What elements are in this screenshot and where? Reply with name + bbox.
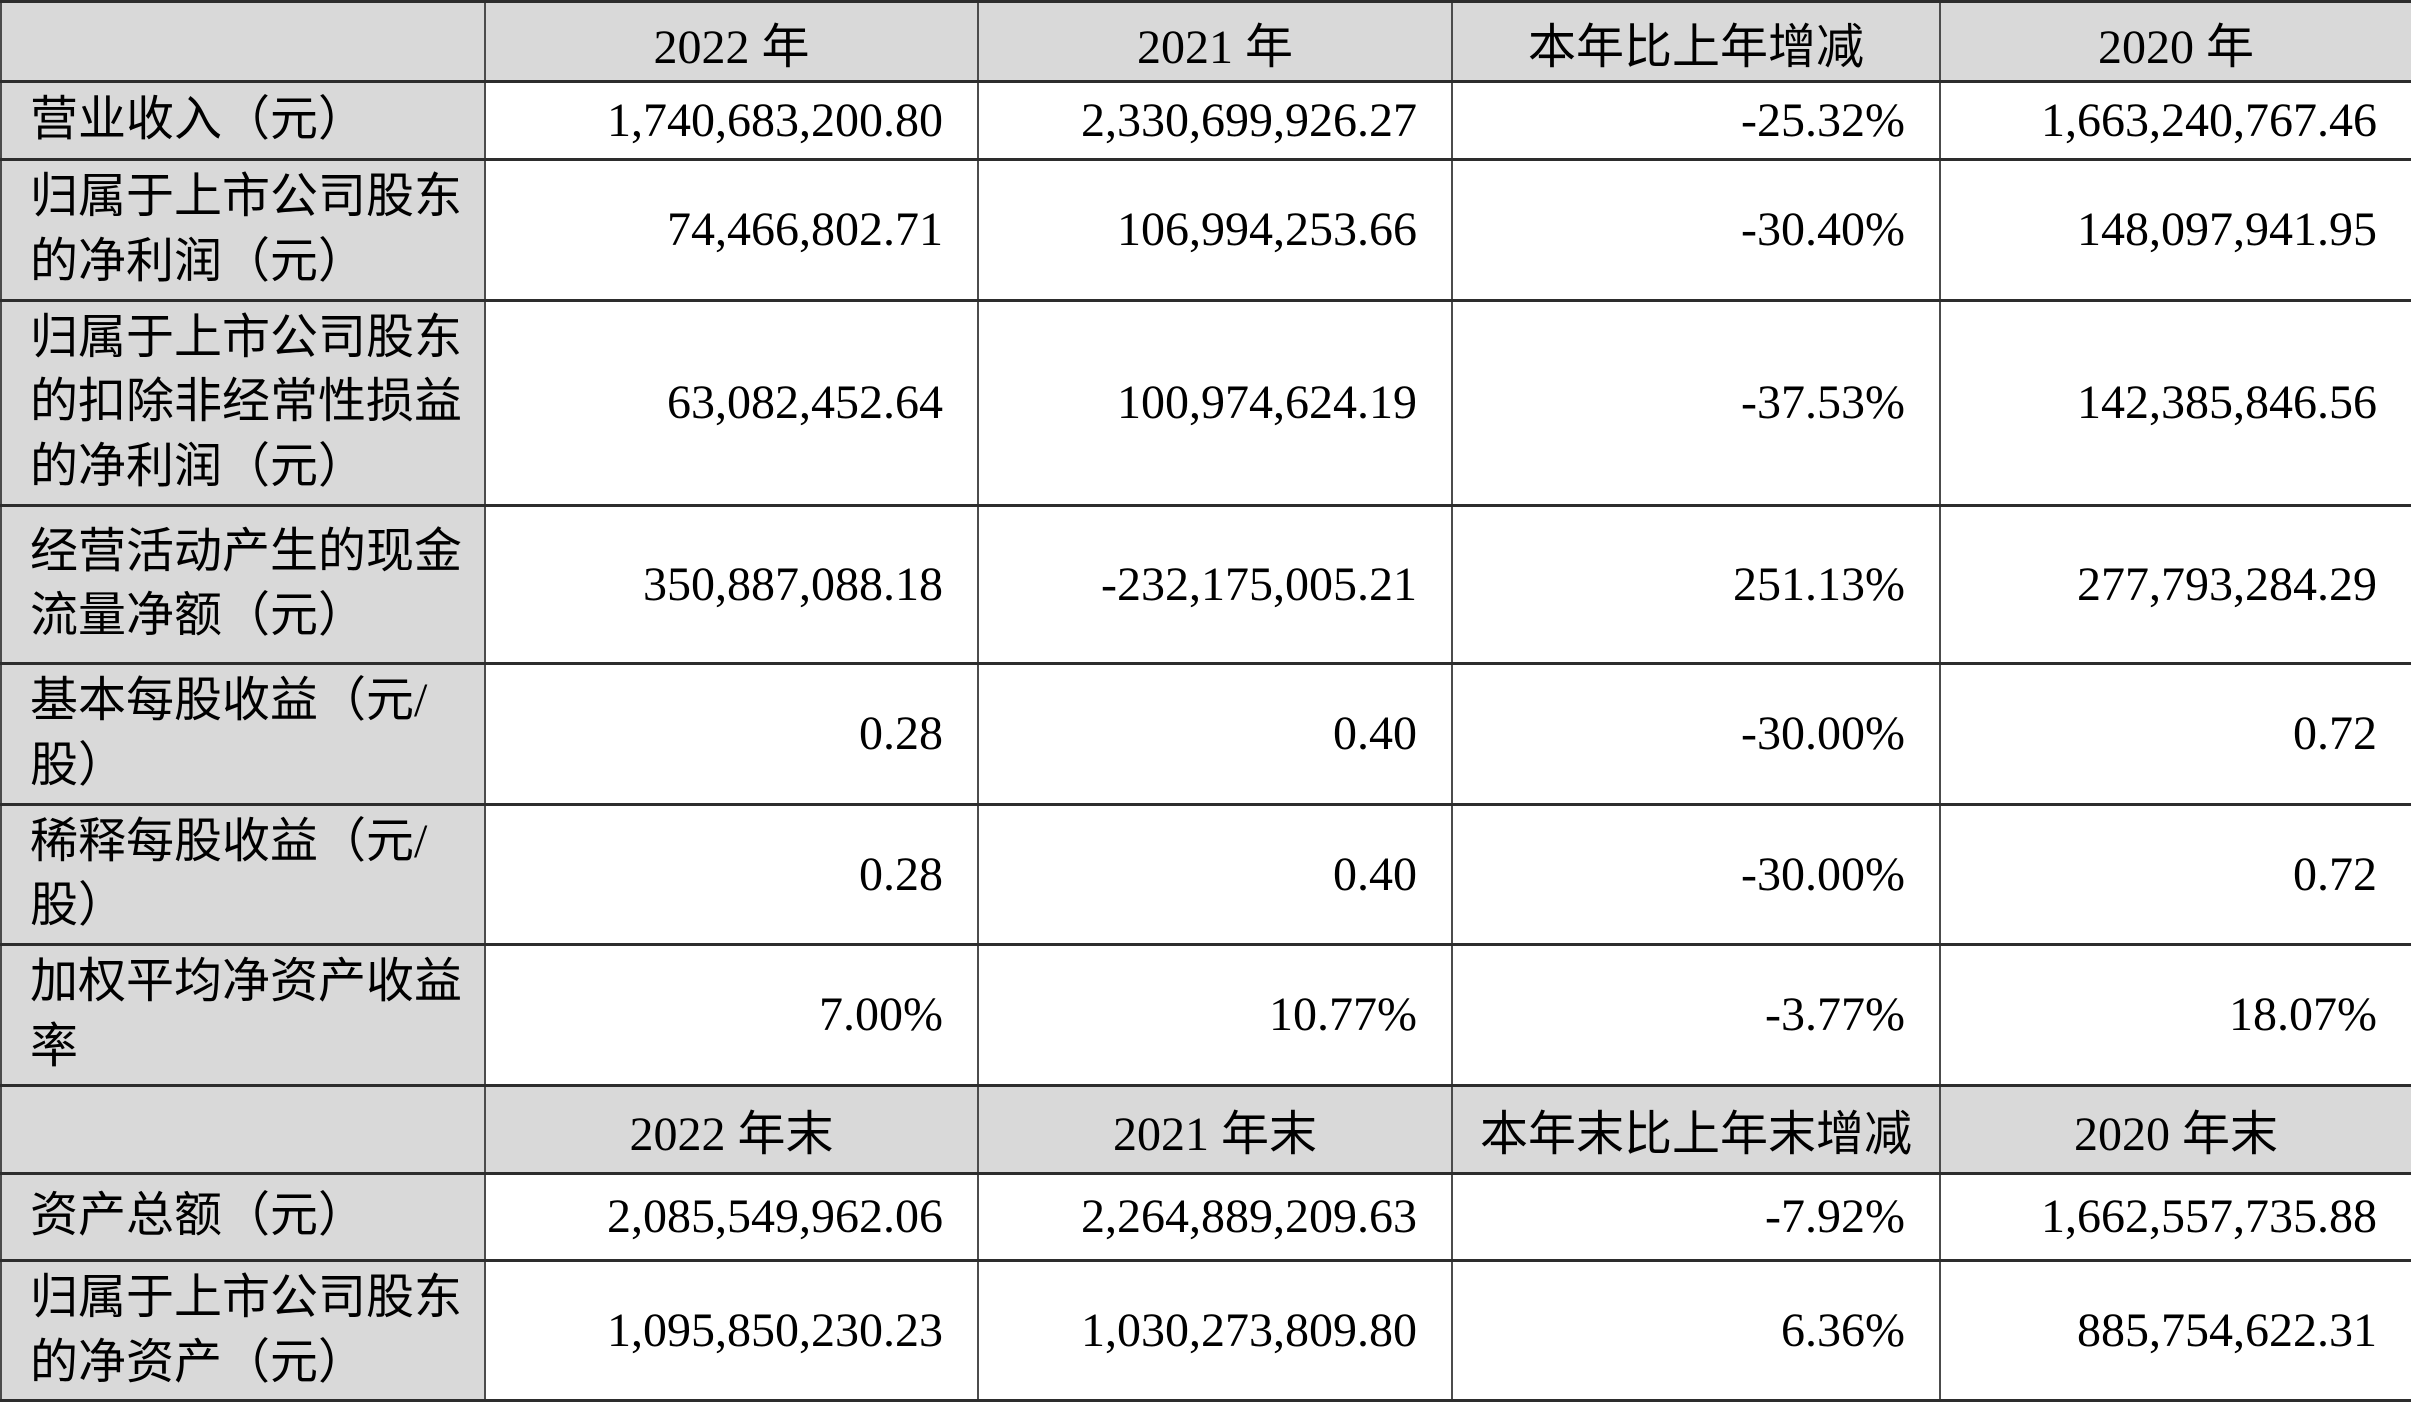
cell-change: -30.00% xyxy=(1451,802,1941,947)
cell-2020: 885,754,622.31 xyxy=(1939,1258,2411,1402)
table-header-row-year-end: 2022 年末 2021 年末 本年末比上年末增减 2020 年末 xyxy=(0,1083,2411,1175)
cell-2022: 350,887,088.18 xyxy=(484,503,979,665)
cell-2022: 1,095,850,230.23 xyxy=(484,1258,979,1402)
cell-change: -7.92% xyxy=(1451,1171,1941,1262)
row-label: 归属于上市公司股东 的净利润（元） xyxy=(0,158,486,302)
table-row-basic-eps: 基本每股收益（元/ 股） 0.28 0.40 -30.00% 0.72 xyxy=(0,661,2411,806)
col-header-2021: 2021 年 xyxy=(977,0,1453,83)
table-row-operating-cash-flow: 经营活动产生的现金 流量净额（元） 350,887,088.18 -232,17… xyxy=(0,503,2411,665)
cell-2021: 0.40 xyxy=(977,802,1453,947)
cell-2021: 2,264,889,209.63 xyxy=(977,1171,1453,1262)
cell-2022: 1,740,683,200.80 xyxy=(484,80,979,161)
table-row-net-assets: 归属于上市公司股东 的净资产（元） 1,095,850,230.23 1,030… xyxy=(0,1258,2411,1402)
col-header-2021-end: 2021 年末 xyxy=(977,1083,1453,1175)
cell-2021: -232,175,005.21 xyxy=(977,503,1453,665)
col-header-year-end-change: 本年末比上年末增减 xyxy=(1451,1083,1941,1175)
col-header-2020: 2020 年 xyxy=(1939,0,2411,83)
cell-change: -30.40% xyxy=(1451,158,1941,302)
cell-2021: 100,974,624.19 xyxy=(977,298,1453,507)
cell-change: 251.13% xyxy=(1451,503,1941,665)
cell-2020: 18.07% xyxy=(1939,943,2411,1087)
table-header-row-annual: 2022 年 2021 年 本年比上年增减 2020 年 xyxy=(0,0,2411,83)
cell-2022: 2,085,549,962.06 xyxy=(484,1171,979,1262)
cell-change: -25.32% xyxy=(1451,80,1941,161)
table-row-total-assets: 资产总额（元） 2,085,549,962.06 2,264,889,209.6… xyxy=(0,1171,2411,1262)
row-label: 营业收入（元） xyxy=(0,80,486,161)
cell-2020: 142,385,846.56 xyxy=(1939,298,2411,507)
row-label: 稀释每股收益（元/ 股） xyxy=(0,802,486,947)
table-row-net-profit-deducted: 归属于上市公司股东 的扣除非经常性损益 的净利润（元） 63,082,452.6… xyxy=(0,298,2411,507)
cell-2021: 0.40 xyxy=(977,661,1453,806)
cell-2020: 1,662,557,735.88 xyxy=(1939,1171,2411,1262)
col-header-2020-end: 2020 年末 xyxy=(1939,1083,2411,1175)
cell-2022: 63,082,452.64 xyxy=(484,298,979,507)
cell-2020: 0.72 xyxy=(1939,802,2411,947)
table-row-net-profit: 归属于上市公司股东 的净利润（元） 74,466,802.71 106,994,… xyxy=(0,158,2411,302)
col-header-yoy-change: 本年比上年增减 xyxy=(1451,0,1941,83)
corner-cell-annual xyxy=(0,0,486,83)
cell-change: 6.36% xyxy=(1451,1258,1941,1402)
row-label: 经营活动产生的现金 流量净额（元） xyxy=(0,503,486,665)
cell-2020: 148,097,941.95 xyxy=(1939,158,2411,302)
cell-2022: 7.00% xyxy=(484,943,979,1087)
cell-change: -30.00% xyxy=(1451,661,1941,806)
cell-2022: 0.28 xyxy=(484,802,979,947)
cell-2021: 2,330,699,926.27 xyxy=(977,80,1453,161)
table-row-revenue: 营业收入（元） 1,740,683,200.80 2,330,699,926.2… xyxy=(0,80,2411,161)
cell-2020: 1,663,240,767.46 xyxy=(1939,80,2411,161)
corner-cell-year-end xyxy=(0,1083,486,1175)
table-row-diluted-eps: 稀释每股收益（元/ 股） 0.28 0.40 -30.00% 0.72 xyxy=(0,802,2411,947)
cell-2021: 10.77% xyxy=(977,943,1453,1087)
col-header-2022-end: 2022 年末 xyxy=(484,1083,979,1175)
row-label: 归属于上市公司股东 的扣除非经常性损益 的净利润（元） xyxy=(0,298,486,507)
col-header-2022: 2022 年 xyxy=(484,0,979,83)
cell-2022: 0.28 xyxy=(484,661,979,806)
cell-2020: 277,793,284.29 xyxy=(1939,503,2411,665)
cell-2021: 106,994,253.66 xyxy=(977,158,1453,302)
row-label: 归属于上市公司股东 的净资产（元） xyxy=(0,1258,486,1402)
cell-2021: 1,030,273,809.80 xyxy=(977,1258,1453,1402)
row-label: 加权平均净资产收益 率 xyxy=(0,943,486,1087)
cell-change: -3.77% xyxy=(1451,943,1941,1087)
cell-2020: 0.72 xyxy=(1939,661,2411,806)
row-label: 基本每股收益（元/ 股） xyxy=(0,661,486,806)
table-row-weighted-avg-roe: 加权平均净资产收益 率 7.00% 10.77% -3.77% 18.07% xyxy=(0,943,2411,1087)
cell-2022: 74,466,802.71 xyxy=(484,158,979,302)
cell-change: -37.53% xyxy=(1451,298,1941,507)
row-label: 资产总额（元） xyxy=(0,1171,486,1262)
